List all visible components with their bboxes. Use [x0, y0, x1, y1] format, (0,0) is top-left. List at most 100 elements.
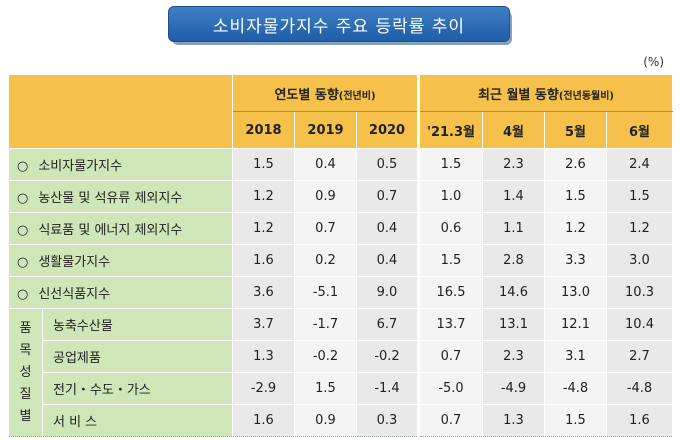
value-cell: 0.9 [294, 404, 357, 437]
column-header: 2020 [356, 111, 419, 149]
value-cell: -0.2 [294, 340, 357, 373]
side-label-char: 별 [19, 408, 32, 424]
row-label: 식료품 및 에너지 제외지수 [38, 223, 183, 238]
value-cell: 1.5 [544, 180, 607, 213]
value-cell: 1.3 [482, 404, 545, 437]
header-corner [8, 74, 233, 149]
value-cell: 1.2 [232, 212, 295, 245]
column-header: 5월 [544, 111, 607, 149]
sub-row-label: 전기・수도・가스 [42, 372, 233, 405]
title-box: 소비자물가지수 주요 등락률 추이 [168, 6, 514, 45]
value-cell: 0.4 [356, 244, 419, 277]
row-label-cell: ○ 신선식품지수 [8, 276, 233, 309]
column-header: 2018 [232, 111, 295, 149]
value-cell: 0.7 [356, 180, 419, 213]
row-label-cell: ○ 생활물가지수 [8, 244, 233, 277]
bullet-circle: ○ [17, 159, 29, 174]
row-label-cell: ○ 농산물 및 석유류 제외지수 [8, 180, 233, 213]
table-row: ○ 신선식품지수 3.6 -5.1 9.0 16.5 14.6 13.0 10.3 [8, 276, 674, 309]
value-cell: -4.9 [482, 372, 545, 405]
row-label-cell: ○ 소비자물가지수 [8, 148, 233, 181]
header-row-groups: 연도별 동향(전년비) 최근 월별 동향(전년동월비) [8, 74, 674, 149]
value-cell: 1.6 [232, 404, 295, 437]
table-row: ○ 식료품 및 에너지 제외지수 1.2 0.7 0.4 0.6 1.1 1.2 1.2 [8, 212, 674, 245]
value-cell: 2.3 [482, 148, 545, 181]
sub-row-label: 공업제품 [42, 340, 233, 373]
value-cell: 1.1 [482, 212, 545, 245]
value-cell: 1.6 [605, 404, 674, 437]
value-cell: 10.4 [605, 308, 674, 341]
sub-row-label: 서 비 스 [42, 404, 233, 437]
value-cell: -4.8 [544, 372, 607, 405]
monthly-group-header: 최근 월별 동향(전년동월비) [416, 74, 674, 112]
table-row: 전기・수도・가스 -2.9 1.5 -1.4 -5.0 -4.9 -4.8 -4.8 [9, 372, 674, 405]
value-cell: 0.3 [356, 404, 419, 437]
bullet-circle: ○ [17, 191, 29, 206]
column-header: 4월 [482, 111, 545, 149]
value-cell: 13.7 [417, 308, 483, 341]
table-row: 서 비 스 1.6 0.9 0.3 0.7 1.3 1.5 1.6 [9, 404, 674, 437]
row-label: 신선식품지수 [38, 287, 111, 302]
value-cell: 12.1 [544, 308, 607, 341]
value-cell: 1.0 [417, 180, 483, 213]
row-label: 생활물가지수 [38, 255, 111, 270]
value-cell: 9.0 [356, 276, 419, 309]
value-cell: 2.3 [482, 340, 545, 373]
value-cell: 0.7 [417, 340, 483, 373]
value-cell: 14.6 [482, 276, 545, 309]
value-cell: 1.2 [232, 180, 295, 213]
value-cell: 3.6 [232, 276, 295, 309]
value-cell: 0.9 [294, 180, 357, 213]
column-header: '21.3월 [417, 111, 483, 149]
value-cell: 1.5 [417, 244, 483, 277]
value-cell: 16.5 [417, 276, 483, 309]
annual-group-title: 연도별 동향 [274, 87, 339, 103]
value-cell: 3.7 [232, 308, 295, 341]
table-row: ○ 생활물가지수 1.6 0.2 0.4 1.5 2.8 3.3 3.0 [8, 244, 674, 277]
annual-group-note: (전년비) [338, 90, 376, 102]
value-cell: 1.5 [417, 148, 483, 181]
row-label: 농산물 및 석유류 제외지수 [38, 191, 183, 206]
side-label-char: 품 [19, 320, 32, 336]
value-cell: -1.7 [294, 308, 357, 341]
value-cell: 1.6 [232, 244, 295, 277]
table-row: 품 목 성 질 별 농축수산물 3.7 -1.7 6.7 13.7 13.1 12.1 10.4 [8, 308, 674, 437]
value-cell: 2.6 [544, 148, 607, 181]
value-cell: -5.0 [417, 372, 483, 405]
page-title: 소비자물가지수 주요 등락률 추이 [168, 6, 510, 42]
value-cell: 6.7 [356, 308, 419, 341]
side-label-char: 목 [19, 342, 32, 358]
value-cell: -5.1 [294, 276, 357, 309]
value-cell: 10.3 [605, 276, 674, 309]
value-cell: 0.4 [294, 148, 357, 181]
column-header: 6월 [605, 111, 674, 149]
header-row-columns: 2018 2019 2020 '21.3월 4월 5월 6월 [9, 111, 674, 149]
value-cell: -1.4 [356, 372, 419, 405]
value-cell: -4.8 [605, 372, 674, 405]
value-cell: 13.0 [544, 276, 607, 309]
value-cell: 0.7 [294, 212, 357, 245]
value-cell: 1.2 [544, 212, 607, 245]
value-cell: 3.1 [544, 340, 607, 373]
annual-group-header: 연도별 동향(전년비) [232, 74, 419, 112]
value-cell: 1.2 [605, 212, 674, 245]
value-cell: 0.4 [356, 212, 419, 245]
value-cell: 3.3 [544, 244, 607, 277]
value-cell: 1.3 [232, 340, 295, 373]
table-row: ○ 소비자물가지수 1.5 0.4 0.5 1.5 2.3 2.6 2.4 [8, 148, 674, 181]
side-label-char: 성 [19, 364, 32, 380]
value-cell: -0.2 [356, 340, 419, 373]
table-row: 공업제품 1.3 -0.2 -0.2 0.7 2.3 3.1 2.7 [9, 340, 674, 373]
value-cell: 2.8 [482, 244, 545, 277]
value-cell: 0.5 [356, 148, 419, 181]
value-cell: 0.2 [294, 244, 357, 277]
monthly-group-title: 최근 월별 동향 [478, 87, 559, 103]
sub-row-label: 농축수산물 [42, 308, 233, 341]
value-cell: -2.9 [232, 372, 295, 405]
value-cell: 1.5 [605, 180, 674, 213]
bullet-circle: ○ [17, 255, 29, 270]
table-row: ○ 농산물 및 석유류 제외지수 1.2 0.9 0.7 1.0 1.4 1.5 1.5 [8, 180, 674, 213]
monthly-group-note: (전년동월비) [558, 90, 614, 102]
value-cell: 0.6 [417, 212, 483, 245]
column-header: 2019 [294, 111, 357, 149]
